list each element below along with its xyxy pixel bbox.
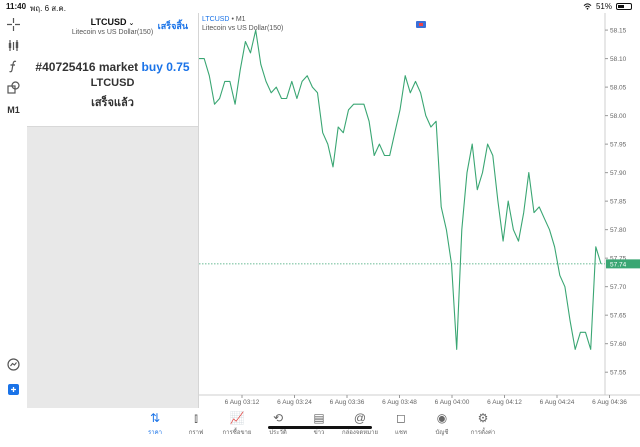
current-price-badge: [606, 259, 640, 269]
battery-icon: [616, 3, 632, 10]
y-tick-label: 57.60: [610, 341, 627, 348]
left-toolbar: M1: [0, 13, 27, 408]
new-order-icon[interactable]: [5, 381, 22, 398]
news-icon: ▤: [313, 411, 325, 425]
status-right: 51%: [583, 2, 632, 11]
order-panel: LTCUSD ⌄ Litecoin vs US Dollar(150) เสร็จ…: [27, 13, 198, 408]
status-date: พฤ. 6 ส.ค.: [30, 4, 66, 13]
nav-accounts[interactable]: ◉ บัญชี: [420, 410, 464, 437]
battery-percent: 51%: [595, 2, 612, 11]
nav-settings[interactable]: ⚙ การตั้งค่า: [461, 410, 505, 437]
symbol-description: Litecoin vs US Dollar(150): [71, 29, 154, 36]
y-tick-label: 57.70: [610, 284, 627, 291]
x-tick-label: 6 Aug 04:24: [540, 399, 575, 406]
y-tick-label: 57.85: [610, 199, 627, 206]
y-tick-label: 57.95: [610, 142, 627, 149]
settings-icon: ⚙: [477, 411, 489, 425]
y-tick-label: 58.00: [610, 113, 627, 120]
nav-history[interactable]: ⟲ ประวัติ: [256, 410, 300, 437]
chart-icon: ⫾: [194, 411, 198, 425]
y-tick-label: 58.15: [610, 28, 627, 35]
one-click-trading-icon[interactable]: [416, 21, 426, 28]
objects-icon[interactable]: [5, 79, 22, 96]
nav-label: กราฟ: [188, 430, 204, 436]
nav-label: กล่องจดหมาย: [341, 430, 379, 436]
order-status: เสร็จแล้ว: [91, 97, 134, 109]
trade-icon: 📈: [229, 411, 245, 425]
history-icon: ⟲: [272, 411, 284, 425]
order-summary: #40725416 market buy 0.75: [27, 60, 198, 74]
nav-quotes[interactable]: ⇅ ราคา: [133, 410, 177, 437]
done-button[interactable]: เสร็จสิ้น: [157, 21, 188, 31]
function-icon[interactable]: [5, 58, 22, 75]
symbol-title-text: LTCUSD: [90, 17, 127, 27]
x-tick-label: 6 Aug 04:36: [592, 399, 627, 406]
y-tick-label: 57.65: [610, 313, 627, 320]
nav-label: การซื้อขาย: [222, 430, 252, 436]
order-symbol: LTCUSD: [90, 77, 135, 89]
nav-label: ข่าว: [313, 430, 325, 436]
wifi-icon: [583, 3, 592, 10]
price-series-line: [199, 29, 602, 350]
x-tick-label: 6 Aug 03:12: [225, 399, 260, 406]
chart-header: LTCUSD • M1 Litecoin vs US Dollar(150): [202, 15, 283, 33]
y-tick-label: 57.80: [610, 227, 627, 234]
x-tick-label: 6 Aug 03:36: [330, 399, 365, 406]
chat-icon: ◻: [396, 411, 406, 425]
nav-label: แชท: [395, 430, 407, 436]
nav-label: ราคา: [148, 430, 162, 436]
nav-label: ประวัติ: [269, 430, 287, 436]
trade-monitor-icon[interactable]: [5, 356, 22, 373]
nav-trade[interactable]: 📈 การซื้อขาย: [215, 410, 259, 437]
timeframe-button[interactable]: M1: [7, 104, 20, 115]
price-chart[interactable]: 58.15 58.10 58.05 58.00 57.95 57.90 57.85 57.80…: [199, 13, 640, 408]
nav-label: การตั้งค่า: [470, 430, 496, 436]
y-tick-label: 57.55: [610, 370, 627, 377]
status-time: 11:40: [6, 2, 27, 11]
y-tick-label: 58.10: [610, 56, 627, 63]
order-result-card: LTCUSD ⌄ Litecoin vs US Dollar(150) เสร็จ…: [27, 13, 198, 127]
chart-description: Litecoin vs US Dollar(150): [202, 25, 284, 32]
y-tick-label: 57.90: [610, 170, 627, 177]
nav-chat[interactable]: ◻ แชท: [379, 410, 423, 437]
nav-news[interactable]: ▤ ข่าว: [297, 410, 341, 437]
current-price-label: 57.74: [610, 261, 627, 268]
chart-timeframe: • M1: [231, 16, 246, 23]
crosshair-icon[interactable]: [5, 16, 22, 33]
x-tick-label: 6 Aug 04:00: [435, 399, 470, 406]
indicators-icon[interactable]: [5, 37, 22, 54]
accounts-icon: ◉: [436, 411, 448, 425]
y-tick-label: 58.05: [610, 85, 627, 92]
mailbox-icon: @: [353, 411, 367, 425]
chart-symbol: LTCUSD: [202, 16, 230, 23]
quotes-icon: ⇅: [149, 411, 161, 425]
nav-label: บัญชี: [435, 430, 449, 436]
home-indicator: [268, 426, 372, 429]
x-tick-label: 6 Aug 04:12: [487, 399, 522, 406]
nav-mailbox[interactable]: @ กล่องจดหมาย: [338, 410, 382, 437]
order-side: buy 0.75: [141, 60, 190, 74]
symbol-selector[interactable]: LTCUSD ⌄: [27, 17, 198, 27]
chevron-down-icon: ⌄: [128, 20, 135, 27]
status-bar: 11:40 พฤ. 6 ส.ค. 51%: [0, 0, 640, 13]
x-tick-label: 6 Aug 03:24: [277, 399, 312, 406]
nav-chart[interactable]: ⫾ กราฟ: [174, 410, 218, 437]
order-number: #40725416 market: [35, 60, 139, 74]
x-tick-label: 6 Aug 03:48: [382, 399, 417, 406]
y-tick-label: 57.75: [610, 256, 627, 263]
chart-area[interactable]: 58.15 58.10 58.05 58.00 57.95 57.90 57.85 57.80…: [198, 13, 640, 408]
